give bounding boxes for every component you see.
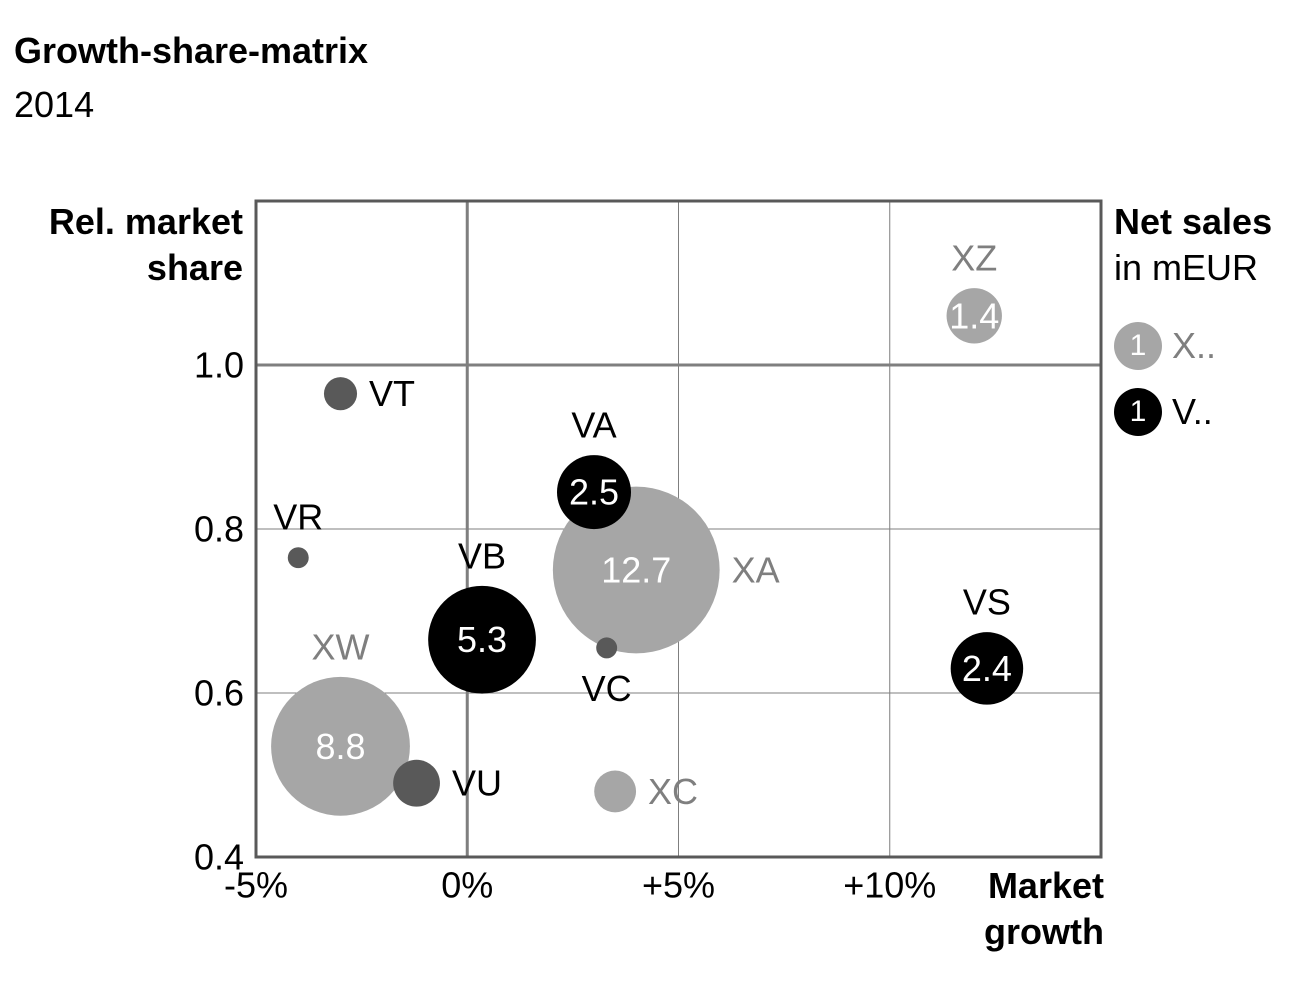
legend-swatch-x: 1 — [1114, 322, 1162, 370]
chart-title: Growth-share-matrix — [14, 30, 369, 71]
bubble-vc — [596, 637, 618, 659]
legend-label-v: V.. — [1172, 391, 1213, 432]
bubble-vu — [393, 759, 440, 807]
legend-title: Net sales in mEUR — [1114, 199, 1272, 291]
bubble-xw — [271, 676, 410, 816]
x-axis-label-text: Market growth — [984, 865, 1104, 952]
bubble-va — [557, 455, 631, 530]
bubble-value-vs: 2.4 — [962, 648, 1012, 689]
bubble-value-xa: 12.7 — [601, 550, 671, 591]
x-tick-label-3: +10% — [843, 865, 936, 906]
legend-subtitle-text: in mEUR — [1114, 247, 1259, 288]
y-tick-label-2: 0.8 — [194, 509, 244, 550]
bubble-label-va: VA — [571, 405, 616, 446]
bubble-vb — [428, 585, 536, 694]
bubble-value-xw: 8.8 — [315, 726, 365, 767]
bubble-vt — [323, 377, 358, 411]
bubble-label-xc: XC — [648, 771, 698, 812]
bubble-label-vs: VS — [963, 582, 1011, 623]
bubble-vs — [950, 632, 1024, 705]
bubble-value-xz: 1.4 — [949, 295, 999, 336]
bubble-label-xz: XZ — [951, 238, 997, 279]
legend-item-v: 1 V.. — [1114, 387, 1213, 437]
bubble-vr — [287, 547, 309, 569]
bubble-value-vb: 5.3 — [457, 619, 507, 660]
bubble-label-vb: VB — [458, 535, 506, 576]
y-tick-label-3: 1.0 — [194, 345, 244, 386]
legend-label-x: X.. — [1172, 325, 1217, 366]
bubble-label-xa: XA — [732, 550, 780, 591]
x-tick-label-0: -5% — [224, 865, 288, 906]
y-tick-label-0: 0.4 — [194, 837, 244, 878]
x-axis-label: Market growth — [954, 863, 1104, 955]
bubble-label-vu: VU — [452, 763, 502, 804]
plot-frame — [254, 199, 1103, 859]
legend-item-x: 1 X.. — [1114, 321, 1216, 371]
y-axis-label-text: Rel. market share — [48, 201, 243, 288]
legend-swatch-v: 1 — [1114, 388, 1162, 436]
bubble-label-vr: VR — [273, 497, 323, 538]
bubble-label-vc: VC — [582, 668, 632, 709]
bubble-label-xw: XW — [312, 626, 370, 667]
bubble-xc — [594, 770, 637, 813]
bubble-value-va: 2.5 — [569, 472, 619, 513]
y-tick-label-1: 0.6 — [194, 673, 244, 714]
x-tick-label-2: +5% — [642, 865, 715, 906]
x-tick-label-1: 0% — [441, 865, 493, 906]
bubble-label-vt: VT — [369, 373, 415, 414]
chart-subtitle: 2014 — [14, 84, 95, 125]
legend-title-text: Net sales — [1114, 201, 1273, 242]
bubble-xz — [946, 288, 1002, 344]
y-axis-label: Rel. market share — [3, 199, 243, 291]
